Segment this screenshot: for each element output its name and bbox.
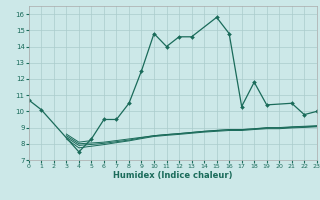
X-axis label: Humidex (Indice chaleur): Humidex (Indice chaleur) — [113, 171, 233, 180]
